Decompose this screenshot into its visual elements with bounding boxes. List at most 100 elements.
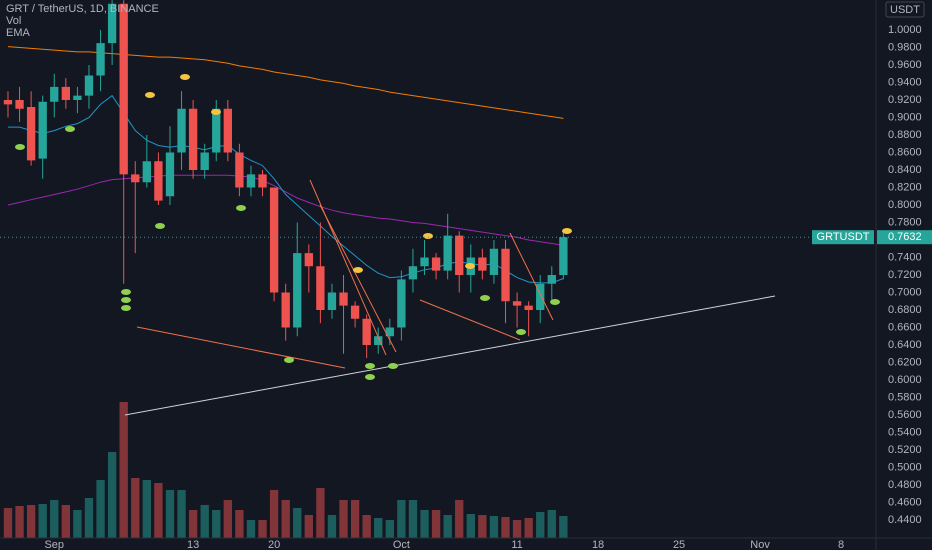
candle-body bbox=[304, 253, 313, 267]
candle-body bbox=[385, 327, 394, 337]
candle-body bbox=[107, 3, 117, 44]
volume-bar bbox=[455, 500, 464, 538]
signal-dot bbox=[480, 295, 490, 301]
volume-bar bbox=[177, 490, 186, 538]
y-tick-label: 0.6000 bbox=[888, 374, 922, 386]
y-tick-label: 0.8600 bbox=[888, 146, 922, 158]
candle-body bbox=[524, 305, 533, 310]
candle-body bbox=[443, 235, 452, 271]
drawings bbox=[124, 179, 776, 416]
candle-body bbox=[258, 174, 267, 188]
candle-body bbox=[420, 257, 429, 267]
ema-line bbox=[7, 174, 564, 246]
signal-dot bbox=[145, 92, 155, 98]
candle-body bbox=[188, 108, 198, 171]
candle-body bbox=[455, 235, 464, 275]
candle-body bbox=[339, 292, 348, 306]
axes: 0.4400 0.4600 0.4800 0.5000 0.5200 0.5400 0.56… bbox=[0, 6, 932, 550]
y-tick-label: 0.4400 bbox=[888, 514, 922, 526]
y-tick-label: 0.9600 bbox=[888, 59, 922, 71]
volume-bar bbox=[15, 506, 24, 538]
candles bbox=[3, 0, 568, 359]
y-tick-label: 0.7800 bbox=[888, 216, 922, 228]
candle-body bbox=[478, 257, 487, 271]
candle-body bbox=[512, 301, 522, 306]
candle-body bbox=[235, 152, 244, 188]
unit-box[interactable] bbox=[885, 1, 925, 18]
signal-dot bbox=[365, 374, 375, 380]
y-tick-label: 0.6400 bbox=[888, 339, 922, 351]
candle-body bbox=[293, 253, 302, 328]
candle-body bbox=[154, 161, 163, 201]
candle-body bbox=[131, 174, 140, 183]
volume-bar bbox=[269, 490, 279, 538]
volume-bar bbox=[50, 500, 59, 538]
signal-dot bbox=[465, 263, 475, 269]
symbol-badge bbox=[812, 230, 874, 245]
x-tick-label: Nov bbox=[750, 539, 770, 550]
candle-body bbox=[61, 86, 71, 101]
candle-body bbox=[547, 274, 556, 284]
y-tick-label: 0.9400 bbox=[888, 76, 922, 88]
volume-bar bbox=[397, 500, 406, 538]
volume-bar bbox=[408, 500, 418, 538]
volume-bar bbox=[339, 500, 348, 538]
volume-bar bbox=[501, 517, 510, 538]
y-tick-label: 0.9000 bbox=[888, 111, 922, 123]
candle-body bbox=[84, 75, 94, 96]
signal-dot bbox=[353, 267, 363, 273]
volume-bar bbox=[200, 505, 209, 538]
volume-bar bbox=[524, 518, 533, 538]
x-tick-label: 11 bbox=[511, 539, 522, 550]
volume-bar bbox=[431, 510, 441, 538]
y-tick-label: 0.8800 bbox=[888, 129, 922, 141]
volume-bar bbox=[96, 480, 105, 538]
candle-body bbox=[212, 108, 221, 153]
candle-body bbox=[281, 292, 290, 328]
x-tick-label: 20 bbox=[268, 539, 280, 550]
signal-dot bbox=[284, 357, 294, 363]
unit-label[interactable]: USDT bbox=[890, 4, 920, 16]
signal-dot bbox=[562, 228, 572, 234]
volume-legend: Vol bbox=[6, 15, 21, 27]
volume-bar bbox=[142, 480, 151, 538]
candle-body bbox=[269, 187, 279, 293]
y-tick-label: 1.0000 bbox=[888, 24, 922, 36]
candle-body bbox=[397, 279, 406, 328]
volume-bar bbox=[547, 510, 556, 538]
volume-bar bbox=[489, 516, 499, 538]
signal-dot bbox=[550, 299, 560, 305]
volume-bar bbox=[61, 505, 71, 538]
signal-dot bbox=[155, 223, 165, 229]
signal-dots bbox=[15, 74, 572, 380]
volume-bar bbox=[84, 498, 94, 538]
candle-body bbox=[3, 100, 13, 105]
volume-bar bbox=[304, 515, 313, 538]
y-tick-label: 0.5200 bbox=[888, 444, 922, 456]
last-price-badge bbox=[877, 230, 932, 245]
candle-body bbox=[559, 237, 568, 275]
volume-pane bbox=[3, 402, 568, 538]
signal-dot bbox=[121, 297, 131, 303]
signal-dot bbox=[15, 144, 25, 150]
trend-line bbox=[319, 204, 397, 353]
y-tick-label: 0.6800 bbox=[888, 304, 922, 316]
y-tick-label: 0.5400 bbox=[888, 426, 922, 438]
candle-body bbox=[350, 305, 360, 319]
signal-dot bbox=[516, 329, 526, 335]
y-tick-label: 0.6200 bbox=[888, 356, 922, 368]
x-tick-label: Sep bbox=[44, 539, 64, 550]
volume-bar bbox=[258, 520, 267, 538]
volume-bar bbox=[246, 520, 256, 538]
candle-body bbox=[26, 107, 36, 161]
y-tick-label: 0.7400 bbox=[888, 251, 922, 263]
candle-body bbox=[96, 43, 105, 76]
x-tick-label: 18 bbox=[592, 539, 604, 550]
y-tick-label: 0.7200 bbox=[888, 269, 922, 281]
signal-dot bbox=[423, 233, 433, 239]
volume-bar bbox=[188, 510, 198, 538]
x-tick-label: Oct bbox=[393, 539, 410, 550]
y-tick-label: 0.8400 bbox=[888, 164, 922, 176]
volume-bar bbox=[154, 483, 163, 538]
